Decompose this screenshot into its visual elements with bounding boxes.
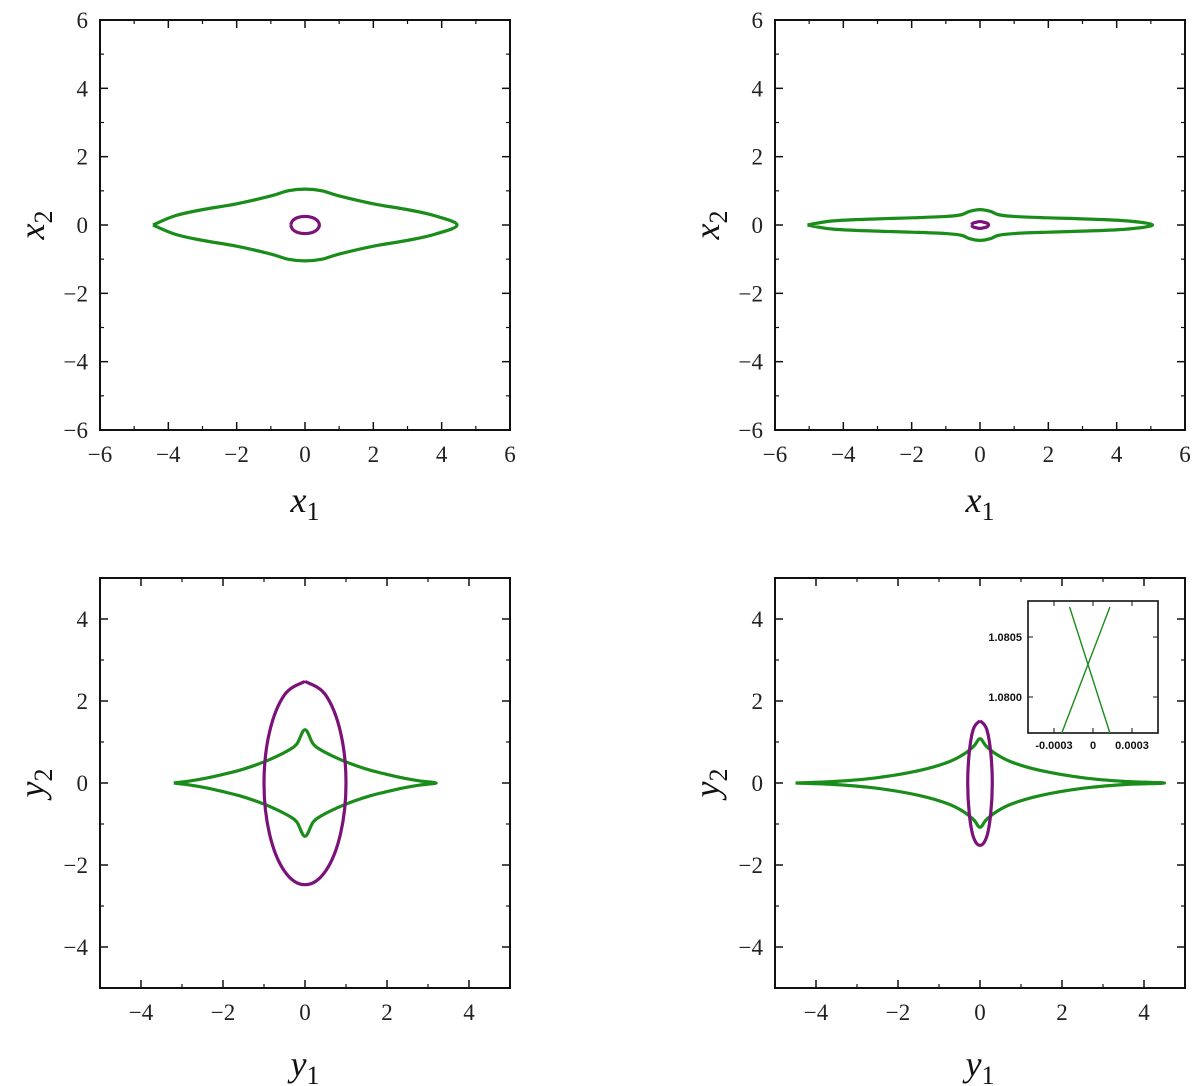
- x-tick-label: 4: [1138, 1000, 1150, 1025]
- y-tick-label: 0: [752, 213, 764, 238]
- y-tick-label: 0: [77, 213, 89, 238]
- y-tick-label: −2: [64, 853, 88, 878]
- inset-curve-green: [1068, 606, 1111, 734]
- panel-top-left: −6 −4 −2 0 2 4 6 −6 −4 −2 0 2 4 6 x1 x2: [12, 8, 516, 526]
- inset-x-tick-label: 0.0003: [1115, 740, 1149, 752]
- x-tick-label: −2: [211, 1000, 235, 1025]
- x-tick-label: −6: [88, 442, 112, 467]
- caustic-curve-purple: [289, 214, 321, 236]
- x-axis-label: x1: [290, 480, 320, 526]
- y-tick-label: −2: [739, 281, 763, 306]
- x-tick-label: 2: [368, 442, 380, 467]
- y-tick-label: −6: [64, 418, 88, 443]
- panel-bottom-right: −4 −2 0 2 4 −4 −2 0 2 4 y1 y2 -0.0003 0 0.0003 1.0800 1.…: [687, 577, 1186, 1086]
- plot-frame: [774, 19, 1186, 431]
- inset-y-tick-label: 1.0805: [988, 632, 1022, 644]
- critical-curve-green: [795, 737, 1167, 829]
- y-tick-label: −4: [64, 350, 89, 375]
- y-axis-label: x2: [12, 211, 58, 241]
- panel-top-right: −6 −4 −2 0 2 4 6 −6 −4 −2 0 2 4 6 x1 x2: [687, 8, 1191, 526]
- y-tick-label: −2: [739, 853, 763, 878]
- x-tick-label: 4: [1111, 442, 1123, 467]
- x-tick-label: 4: [463, 1000, 475, 1025]
- y-tick-label: 2: [752, 145, 764, 170]
- caustic-curve-purple: [966, 719, 994, 847]
- caustic-curve-purple: [970, 219, 991, 231]
- y-tick-label: −4: [64, 935, 89, 960]
- y-tick-label: 6: [752, 8, 764, 33]
- panel-bottom-left: −4 −2 0 2 4 −4 −2 0 2 4 y1 y2: [12, 577, 511, 1086]
- x-tick-label: 2: [381, 1000, 393, 1025]
- inset-frame: [1027, 600, 1159, 734]
- y-tick-label: 6: [77, 8, 89, 33]
- critical-curve-green: [173, 728, 438, 838]
- x-tick-label: −4: [156, 442, 181, 467]
- x-tick-label: −2: [224, 442, 248, 467]
- x-axis-label: x1: [965, 480, 995, 526]
- y-tick-label: 2: [77, 145, 89, 170]
- inset-x-tick-label: 0: [1090, 740, 1096, 752]
- caustic-curve-purple: [262, 679, 348, 887]
- plot-frame: [99, 19, 511, 431]
- x-tick-label: 6: [504, 442, 516, 467]
- x-axis-label: y1: [963, 1044, 995, 1086]
- y-tick-label: 4: [77, 76, 89, 101]
- y-tick-label: 4: [752, 76, 764, 101]
- inset-y-tick-label: 1.0800: [988, 692, 1022, 704]
- x-tick-label: 0: [299, 1000, 311, 1025]
- y-axis-label: y2: [687, 769, 733, 801]
- x-tick-label: −4: [804, 1000, 829, 1025]
- x-tick-label: 2: [1056, 1000, 1068, 1025]
- inset-curve-green: [1061, 606, 1111, 734]
- x-tick-label: 6: [1179, 442, 1191, 467]
- y-tick-label: 4: [77, 607, 89, 632]
- critical-curve-green: [152, 187, 459, 263]
- y-tick-label: −4: [739, 935, 764, 960]
- x-tick-label: −4: [831, 442, 856, 467]
- y-axis-label: y2: [12, 769, 58, 801]
- critical-curve-green: [807, 208, 1155, 242]
- x-tick-label: −6: [763, 442, 787, 467]
- y-tick-label: 0: [77, 771, 89, 796]
- y-tick-label: 4: [752, 607, 764, 632]
- plot-frame: [99, 577, 511, 989]
- x-tick-label: 0: [299, 442, 311, 467]
- x-axis-label: y1: [288, 1044, 320, 1086]
- y-tick-label: 2: [752, 689, 764, 714]
- inset-plot: -0.0003 0 0.0003 1.0800 1.0805: [988, 600, 1159, 752]
- y-tick-label: −2: [64, 281, 88, 306]
- x-tick-label: −2: [899, 442, 923, 467]
- x-tick-label: −4: [129, 1000, 154, 1025]
- y-axis-label: x2: [687, 211, 733, 241]
- x-tick-label: 2: [1043, 442, 1055, 467]
- x-tick-label: 0: [974, 1000, 986, 1025]
- y-tick-label: −4: [739, 350, 764, 375]
- y-tick-label: 0: [752, 771, 764, 796]
- y-tick-label: 2: [77, 689, 89, 714]
- inset-x-tick-label: -0.0003: [1035, 740, 1072, 752]
- x-tick-label: −2: [886, 1000, 910, 1025]
- y-tick-label: −6: [739, 418, 763, 443]
- x-tick-label: 0: [974, 442, 986, 467]
- x-tick-label: 4: [436, 442, 448, 467]
